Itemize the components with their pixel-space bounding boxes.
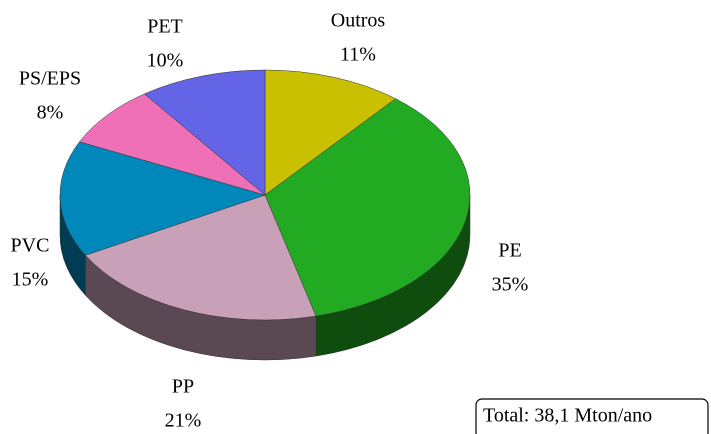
slice-label: PET	[147, 16, 183, 38]
slice-value-label: 15%	[12, 269, 49, 291]
slice-label: PS/EPS	[19, 68, 81, 90]
slice-value-label: 35%	[492, 274, 529, 296]
slice-value-label: 10%	[147, 50, 184, 72]
slice	[84, 194, 317, 321]
slice-value-label: 11%	[340, 44, 376, 66]
slice-label: PE	[498, 240, 521, 262]
slice-value-label: 21%	[165, 410, 202, 432]
slice	[59, 141, 266, 256]
annotation: Total: 38,1 Mton/ano	[483, 405, 652, 427]
slice	[264, 69, 397, 196]
slice-label: PVC	[11, 235, 50, 257]
slice	[144, 69, 266, 196]
slice-value-label: 8%	[37, 102, 64, 124]
slice-label: PP	[172, 376, 194, 398]
annotation-box	[475, 398, 709, 434]
slice	[79, 93, 266, 196]
slice-label: Outros	[331, 10, 386, 32]
slice	[264, 98, 471, 317]
